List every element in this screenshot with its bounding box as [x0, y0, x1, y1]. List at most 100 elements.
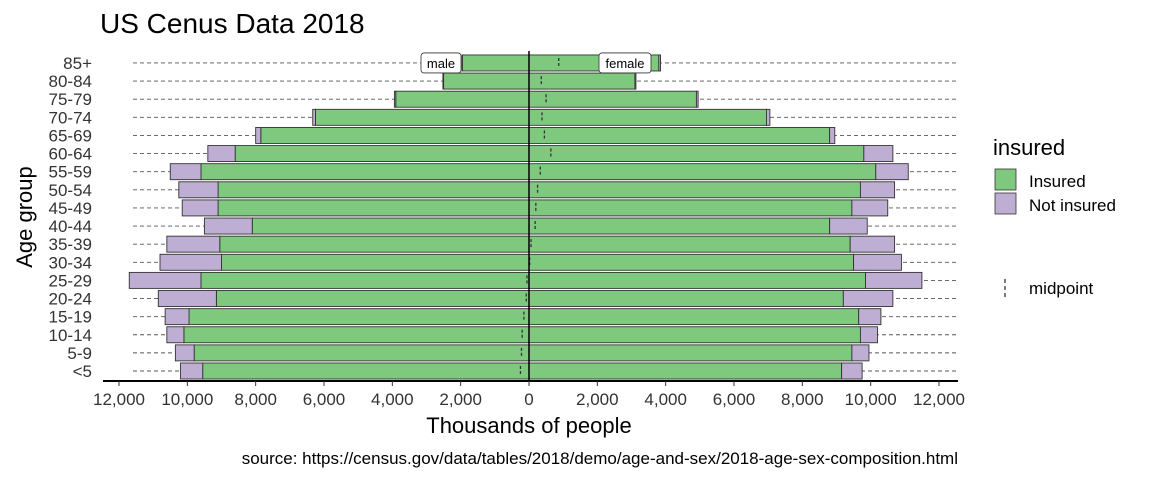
bar-male-not-insured — [181, 199, 219, 217]
x-tick-label: 2,000 — [439, 390, 482, 409]
bar-female-insured — [528, 145, 865, 163]
bar-female-insured — [528, 90, 697, 108]
bar-male-insured — [461, 54, 530, 72]
y-tick-label: 80-84 — [49, 72, 92, 91]
male-label: male — [420, 52, 462, 74]
y-axis-tick-labels: <55-910-1415-1920-2425-2930-3435-3940-44… — [49, 54, 93, 381]
bar-female-insured — [528, 326, 861, 344]
legend-label-midpoint: midpoint — [1029, 279, 1094, 298]
x-axis-tick-labels: 12,000 10,000 8,000 6,000 4,000 2,000 0 2,000 4,… — [93, 381, 965, 409]
bar-female-not-insured — [841, 362, 863, 380]
y-tick-label: 60-64 — [49, 145, 92, 164]
x-tick-label: 6,000 — [713, 390, 756, 409]
bar-male-not-insured — [442, 72, 445, 90]
x-axis-title: Thousands of people — [426, 413, 632, 438]
bar-female-insured — [528, 181, 861, 199]
y-axis-title: Age group — [12, 166, 37, 268]
bar-female-not-insured — [859, 181, 896, 199]
y-tick-label: 15-19 — [49, 308, 92, 327]
bar-female-insured — [528, 290, 844, 307]
bar-female-not-insured — [851, 344, 870, 362]
bar-male-insured — [200, 163, 530, 181]
bar-male-insured — [217, 199, 530, 217]
bar-female-not-insured — [875, 163, 909, 181]
legend-label-not-insured: Not insured — [1029, 196, 1116, 215]
legend-title: insured — [993, 135, 1065, 160]
y-tick-label: 20-24 — [49, 290, 92, 309]
bar-female-not-insured — [863, 145, 894, 163]
bar-female-not-insured — [695, 90, 699, 108]
bar-male-insured — [188, 308, 530, 326]
bar-male-not-insured — [166, 326, 185, 344]
bar-female-not-insured — [859, 326, 878, 344]
bar-male-insured — [251, 217, 530, 235]
bar-male-insured — [193, 344, 530, 362]
y-tick-label: 30-34 — [49, 253, 92, 272]
bar-male-not-insured — [157, 290, 217, 307]
bar-female-insured — [528, 108, 767, 126]
female-label: female — [598, 52, 652, 74]
female-label-text: female — [605, 56, 644, 71]
chart-caption: source: https://census.gov/data/tables/2… — [242, 449, 958, 468]
legend-swatch-insured — [994, 168, 1017, 191]
x-tick-label: 8,000 — [234, 390, 277, 409]
x-tick-label: 0 — [524, 390, 533, 409]
bar-female-insured — [528, 344, 853, 362]
y-tick-label: 45-49 — [49, 199, 92, 218]
bar-female-not-insured — [849, 235, 896, 253]
y-tick-label: <5 — [73, 362, 92, 381]
bar-male-insured — [315, 108, 530, 126]
bar-male-not-insured — [128, 271, 202, 289]
bar-female-insured — [528, 308, 860, 326]
x-tick-label: 10,000 — [845, 390, 897, 409]
bar-male-not-insured — [159, 253, 222, 271]
bar-male-not-insured — [180, 362, 204, 380]
bar-male-insured — [221, 253, 530, 271]
bar-female-not-insured — [658, 54, 661, 72]
y-tick-label: 35-39 — [49, 235, 92, 254]
male-label-text: male — [427, 56, 455, 71]
x-tick-label: 4,000 — [644, 390, 687, 409]
y-tick-label: 5-9 — [67, 344, 92, 363]
bar-female-not-insured — [634, 72, 637, 90]
bar-male-not-insured — [312, 108, 316, 126]
bar-female-insured — [528, 126, 831, 144]
y-tick-label: 75-79 — [49, 90, 92, 109]
bar-male-not-insured — [178, 181, 219, 199]
x-tick-label: 12,000 — [913, 390, 965, 409]
bar-male-not-insured — [207, 145, 236, 163]
x-tick-label: 8,000 — [781, 390, 824, 409]
y-tick-label: 85+ — [63, 54, 92, 73]
bar-female-insured — [528, 72, 636, 90]
bar-male-insured — [183, 326, 530, 344]
bar-female-not-insured — [829, 126, 836, 144]
x-tick-label: 12,000 — [93, 390, 145, 409]
bar-female-insured — [528, 217, 831, 235]
bar-male-not-insured — [164, 308, 190, 326]
bar-female-insured — [528, 235, 851, 253]
bar-male-insured — [443, 72, 530, 90]
bar-female-insured — [528, 253, 855, 271]
bar-male-not-insured — [393, 90, 397, 108]
chart-title: US Cenus Data 2018 — [100, 8, 365, 39]
x-tick-label: 10,000 — [161, 390, 213, 409]
bar-female-insured — [528, 362, 843, 380]
y-tick-label: 10-14 — [49, 326, 92, 345]
y-tick-label: 70-74 — [49, 108, 92, 127]
bar-male-insured — [217, 181, 530, 199]
y-tick-label: 40-44 — [49, 217, 92, 236]
x-tick-label: 2,000 — [576, 390, 619, 409]
legend: insured Insured Not insured midpoint — [993, 135, 1116, 298]
bar-male-not-insured — [174, 344, 195, 362]
bar-female-not-insured — [829, 217, 868, 235]
legend-label-insured: Insured — [1029, 172, 1086, 191]
bar-female-insured — [528, 271, 866, 289]
bar-male-insured — [234, 145, 530, 163]
x-tick-label: 4,000 — [371, 390, 414, 409]
sex-labels: male female — [420, 52, 652, 74]
bar-female-not-insured — [853, 253, 902, 271]
bar-male-not-insured — [166, 235, 221, 253]
legend-swatch-not-insured — [994, 192, 1017, 215]
bar-female-not-insured — [858, 308, 882, 326]
bar-female-not-insured — [851, 199, 889, 217]
